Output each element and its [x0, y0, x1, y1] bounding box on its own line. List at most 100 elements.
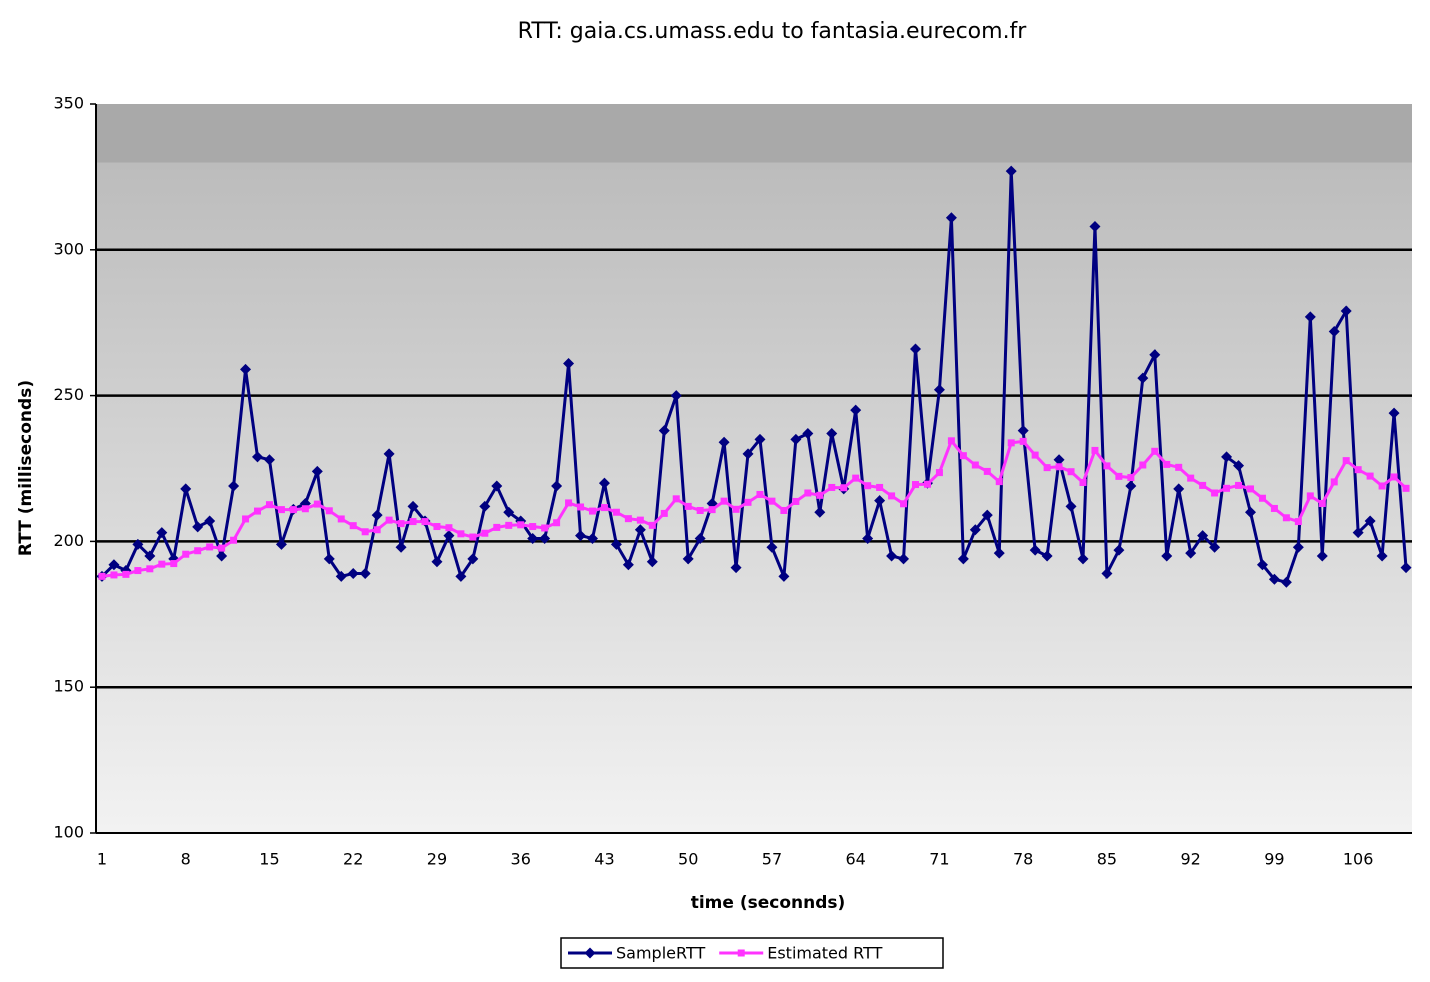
data-point	[146, 565, 154, 573]
data-point	[876, 483, 884, 491]
data-point	[1031, 451, 1039, 459]
data-point	[1294, 518, 1302, 526]
data-point	[730, 562, 742, 574]
x-tick-label: 1	[97, 850, 107, 869]
data-point	[766, 541, 778, 553]
data-point	[218, 544, 226, 552]
data-point	[1065, 500, 1077, 512]
data-point	[933, 384, 945, 396]
data-point	[658, 425, 670, 437]
legend-label: SampleRTT	[616, 944, 705, 963]
data-point	[622, 559, 634, 571]
data-point	[467, 553, 479, 565]
data-point	[612, 508, 620, 516]
data-point	[479, 500, 491, 512]
data-point	[577, 503, 585, 511]
data-point	[1091, 446, 1099, 454]
data-point	[610, 538, 622, 550]
data-point	[1137, 372, 1149, 384]
data-point	[852, 474, 860, 482]
data-point	[383, 448, 395, 460]
data-point	[1007, 439, 1015, 447]
data-point	[778, 570, 790, 582]
data-point	[206, 543, 214, 551]
data-point	[301, 505, 309, 513]
data-point	[359, 567, 371, 579]
data-point	[1246, 485, 1254, 493]
data-point	[744, 498, 752, 506]
data-point	[1199, 481, 1207, 489]
data-point	[1139, 461, 1147, 469]
data-point	[768, 497, 776, 505]
data-point	[636, 516, 644, 524]
data-point	[443, 530, 455, 542]
data-point	[1390, 473, 1398, 481]
data-point	[1211, 489, 1219, 497]
series-line	[100, 170, 1408, 585]
data-point	[696, 506, 704, 514]
data-point	[1125, 480, 1137, 492]
data-point	[1017, 425, 1029, 437]
data-point	[971, 461, 979, 469]
data-point	[481, 529, 489, 537]
data-point	[277, 506, 285, 514]
data-point	[347, 567, 359, 579]
data-point	[684, 502, 692, 510]
y-axis-title: RTT (milliseconds)	[16, 380, 36, 556]
data-point	[1306, 492, 1314, 500]
data-point	[1316, 550, 1328, 562]
data-point	[1282, 514, 1290, 522]
data-point	[898, 553, 910, 565]
y-tick-label: 200	[53, 531, 84, 550]
x-tick-label: 29	[427, 850, 447, 869]
data-point	[254, 507, 262, 515]
data-point	[385, 516, 393, 524]
data-point	[182, 550, 190, 558]
data-point	[1304, 311, 1316, 323]
x-tick-label: 43	[594, 850, 614, 869]
data-point	[122, 570, 130, 578]
data-point	[874, 495, 886, 507]
data-point	[1197, 530, 1209, 542]
data-point	[275, 538, 287, 550]
data-point	[624, 515, 632, 523]
data-point	[313, 500, 321, 508]
data-point	[134, 567, 142, 575]
data-point	[1244, 506, 1256, 518]
chart-title: RTT: gaia.cs.umass.edu to fantasia.eurec…	[518, 19, 1028, 44]
data-point	[395, 541, 407, 553]
data-point	[575, 530, 587, 542]
data-point	[969, 524, 981, 536]
data-point	[1378, 482, 1386, 490]
data-point	[1388, 407, 1400, 419]
data-point	[517, 521, 525, 529]
data-point	[263, 454, 275, 466]
data-point	[505, 521, 513, 529]
data-point	[144, 550, 156, 562]
data-point	[337, 515, 345, 523]
data-point	[457, 530, 465, 538]
data-point	[900, 500, 908, 508]
data-point	[850, 404, 862, 416]
data-point	[397, 520, 405, 528]
data-point	[1101, 567, 1113, 579]
data-point	[204, 515, 216, 527]
data-point	[421, 518, 429, 526]
data-point	[1258, 494, 1266, 502]
data-point	[959, 452, 967, 460]
data-point	[1340, 305, 1352, 317]
data-point	[541, 524, 549, 532]
data-point	[1005, 165, 1017, 177]
data-point	[433, 523, 441, 531]
data-point	[1328, 325, 1340, 337]
data-point	[598, 477, 610, 489]
data-point	[1364, 515, 1376, 527]
x-tick-label: 22	[343, 850, 363, 869]
data-point	[792, 497, 800, 505]
data-point	[886, 550, 898, 562]
data-point	[1161, 550, 1173, 562]
x-tick-label: 64	[846, 850, 866, 869]
data-point	[682, 553, 694, 565]
data-point	[565, 499, 573, 507]
data-point	[431, 556, 443, 568]
